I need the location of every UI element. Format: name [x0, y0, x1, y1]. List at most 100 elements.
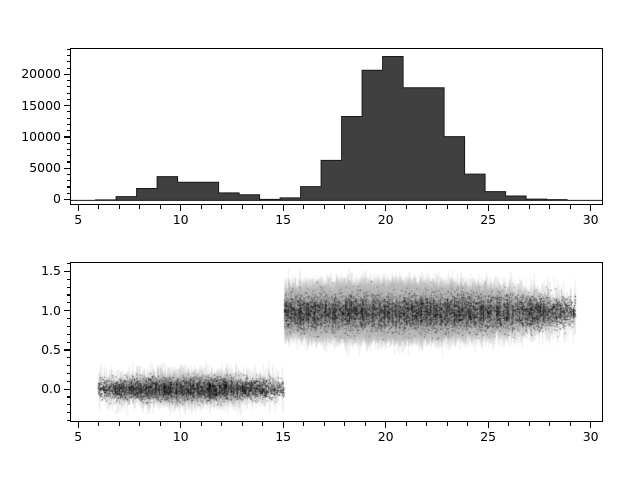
- axis-tick: [159, 422, 161, 426]
- axis-tick: [66, 357, 70, 359]
- axis-tick: [64, 167, 70, 169]
- axis-tick: [66, 155, 70, 157]
- axis-tick: [508, 422, 510, 426]
- errorbar-xtick-label: 15: [275, 429, 292, 444]
- axis-tick: [66, 263, 70, 265]
- axis-tick: [66, 180, 70, 182]
- axis-tick: [303, 205, 305, 209]
- histogram-xtick-label: 20: [377, 212, 394, 227]
- axis-tick: [98, 422, 100, 426]
- histogram-xtick-label: 15: [275, 212, 292, 227]
- axis-tick: [569, 205, 571, 209]
- axis-tick: [549, 422, 551, 426]
- axis-tick: [139, 205, 141, 209]
- axis-tick: [66, 380, 70, 382]
- axis-tick: [426, 205, 428, 209]
- axis-tick: [66, 372, 70, 375]
- axis-tick: [180, 205, 182, 211]
- axis-tick: [64, 388, 70, 390]
- axis-tick: [405, 205, 407, 209]
- axis-tick: [66, 365, 70, 367]
- axis-tick: [66, 55, 70, 57]
- axis-tick: [77, 205, 79, 211]
- axis-tick: [66, 302, 70, 304]
- axis-tick: [139, 422, 141, 426]
- axis-tick: [66, 48, 70, 50]
- axis-tick: [200, 422, 202, 426]
- axis-tick: [77, 422, 79, 428]
- axis-tick: [487, 422, 489, 428]
- axis-tick: [118, 205, 120, 209]
- errorbar-axes-frame: [70, 262, 603, 422]
- axis-tick: [467, 422, 469, 426]
- axis-tick: [66, 419, 70, 422]
- axis-tick: [66, 161, 70, 163]
- errorbar-ytick-label: 1.5: [41, 263, 61, 279]
- errorbar-panel: [70, 262, 603, 422]
- axis-tick: [66, 333, 70, 335]
- histogram-xtick-label: 5: [74, 212, 83, 227]
- histogram-ytick-label: 20000: [21, 66, 61, 82]
- axis-tick: [262, 205, 264, 209]
- axis-tick: [66, 98, 70, 100]
- axis-tick: [344, 205, 346, 209]
- axis-tick: [66, 67, 70, 69]
- axis-tick: [323, 422, 325, 426]
- axis-tick: [66, 86, 70, 88]
- axis-tick: [323, 205, 325, 209]
- errorbar-xtick-label: 25: [480, 429, 497, 444]
- axis-tick: [241, 422, 243, 426]
- axis-tick: [66, 325, 70, 327]
- errorbar-ytick-label: 0.0: [41, 380, 61, 396]
- axis-tick: [528, 422, 530, 426]
- axis-tick: [64, 105, 70, 107]
- axis-tick: [282, 205, 284, 211]
- errorbar-ytick-label: 1.0: [41, 302, 61, 318]
- histogram-xtick-label: 10: [172, 212, 189, 227]
- axis-tick: [159, 205, 161, 209]
- errorbar-xtick-label: 20: [377, 429, 394, 444]
- axis-tick: [467, 205, 469, 209]
- axis-tick: [590, 422, 592, 428]
- axis-tick: [569, 422, 571, 426]
- axis-tick: [66, 396, 70, 398]
- histogram-xtick-label: 25: [480, 212, 497, 227]
- errorbar-xtick-label: 10: [172, 429, 189, 444]
- histogram-plot-area: [71, 56, 602, 201]
- axis-tick: [66, 404, 70, 406]
- histogram-ytick-label: 5000: [29, 159, 61, 175]
- axis-tick: [262, 422, 264, 426]
- axis-tick: [66, 80, 70, 82]
- axis-tick: [64, 136, 70, 138]
- histogram-panel: [70, 48, 603, 205]
- axis-tick: [385, 422, 387, 428]
- axis-tick: [64, 349, 70, 351]
- axis-tick: [64, 310, 70, 312]
- axis-tick: [66, 61, 70, 63]
- axis-tick: [549, 205, 551, 209]
- histogram-ytick-label: 10000: [21, 128, 61, 144]
- axis-tick: [66, 142, 70, 144]
- histogram-ytick-label: 0: [53, 191, 61, 207]
- axis-tick: [446, 205, 448, 209]
- axis-tick: [344, 422, 346, 426]
- axis-tick: [66, 192, 70, 194]
- axis-tick: [528, 205, 530, 209]
- axis-tick: [405, 422, 407, 426]
- axis-tick: [118, 422, 120, 426]
- axis-tick: [282, 422, 284, 428]
- axis-tick: [66, 130, 70, 132]
- axis-tick: [200, 205, 202, 209]
- axis-tick: [66, 148, 70, 151]
- axis-tick: [446, 422, 448, 426]
- axis-tick: [66, 412, 70, 414]
- axis-tick: [241, 205, 243, 209]
- axis-tick: [66, 317, 70, 320]
- axis-tick: [221, 205, 223, 209]
- axis-tick: [221, 422, 223, 426]
- errorbar-plot-area: [71, 263, 602, 421]
- axis-tick: [590, 205, 592, 211]
- histogram-bars: [71, 56, 602, 201]
- errorbar-xtick-label: 30: [582, 429, 599, 444]
